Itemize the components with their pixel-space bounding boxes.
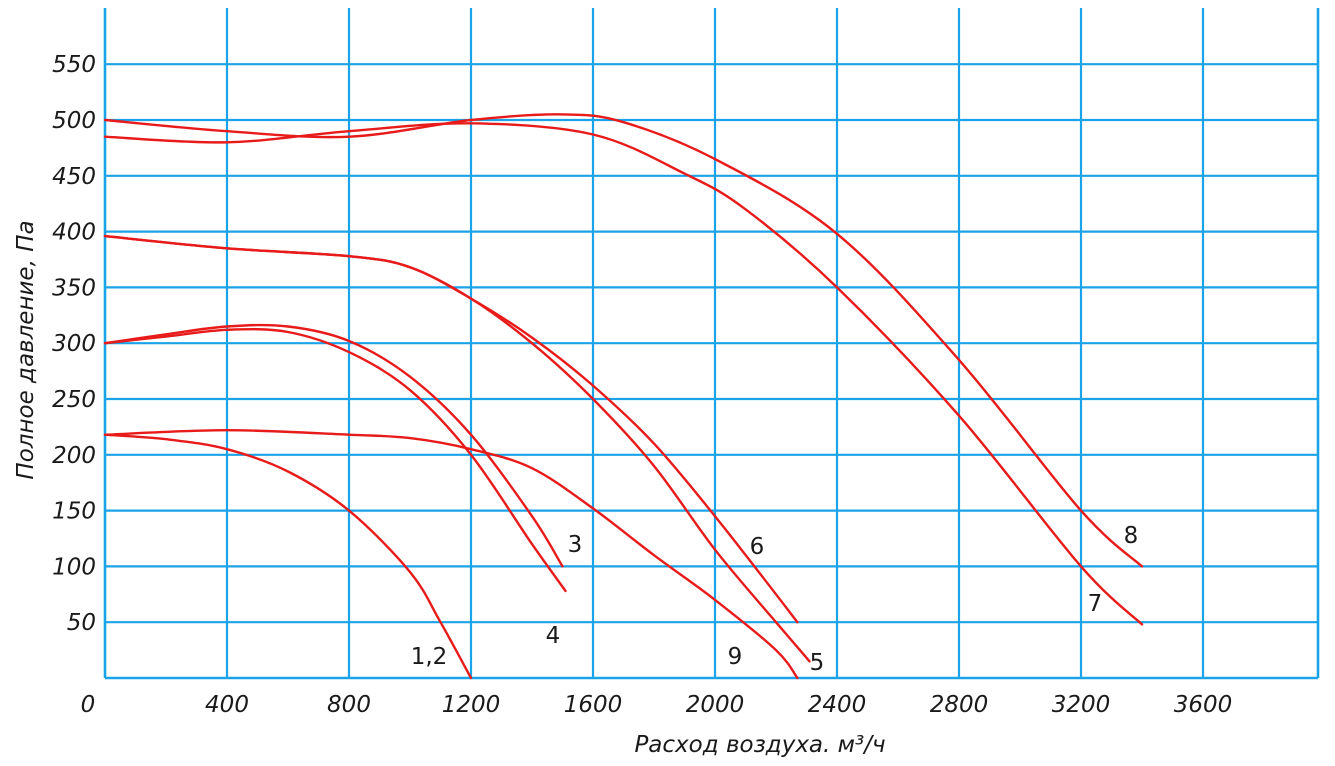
tick-labels: 0 400 800 1200 1600 2000 2400 2800 3200 360050100… <box>52 52 1232 718</box>
curve-3 <box>103 323 564 568</box>
x-tick-label: 800 <box>327 692 371 718</box>
curve-1-2 <box>103 433 473 680</box>
y-tick-label: 100 <box>52 554 96 580</box>
curve-label: 4 <box>546 623 561 649</box>
curves <box>103 113 1144 680</box>
curve-5 <box>103 234 811 663</box>
curve-label: 1,2 <box>411 644 448 670</box>
y-tick-label: 550 <box>52 52 96 78</box>
x-tick-label: 1200 <box>442 692 501 718</box>
y-tick-label: 200 <box>52 443 96 469</box>
curve-4 <box>103 328 567 593</box>
grid <box>103 8 1320 680</box>
y-tick-label: 500 <box>52 108 96 134</box>
curve-label: 9 <box>728 644 743 670</box>
curve-9 <box>103 429 799 680</box>
x-tick-label: 2400 <box>808 692 867 718</box>
x-tick-label: 3200 <box>1052 692 1111 718</box>
y-tick-label: 150 <box>52 499 96 525</box>
x-tick-label: 3600 <box>1174 692 1233 718</box>
y-axis-title: Полное давление, Па <box>13 220 39 479</box>
curve-label: 5 <box>810 650 825 676</box>
y-tick-label: 50 <box>67 610 96 636</box>
y-tick-label: 250 <box>52 387 96 413</box>
curve-label: 6 <box>750 534 765 560</box>
x-axis-title: Расход воздуха. м³/ч <box>634 732 885 758</box>
curve-label: 7 <box>1088 591 1103 617</box>
y-tick-label: 350 <box>52 275 96 301</box>
x-tick-label: 2000 <box>686 692 745 718</box>
x-tick-label: 0 <box>81 692 96 718</box>
y-tick-label: 400 <box>52 220 96 246</box>
curve-7 <box>103 122 1144 626</box>
curve-6 <box>103 234 799 624</box>
curve-label: 3 <box>568 532 583 558</box>
curve-labels: 1,2 9 3 4 5 6 7 8 <box>411 523 1139 676</box>
y-tick-label: 450 <box>52 164 96 190</box>
curve-8 <box>103 113 1144 568</box>
x-tick-label: 400 <box>205 692 249 718</box>
x-tick-label: 1600 <box>564 692 623 718</box>
y-tick-label: 300 <box>52 331 96 357</box>
x-tick-label: 2800 <box>930 692 989 718</box>
curve-label: 8 <box>1124 523 1139 549</box>
